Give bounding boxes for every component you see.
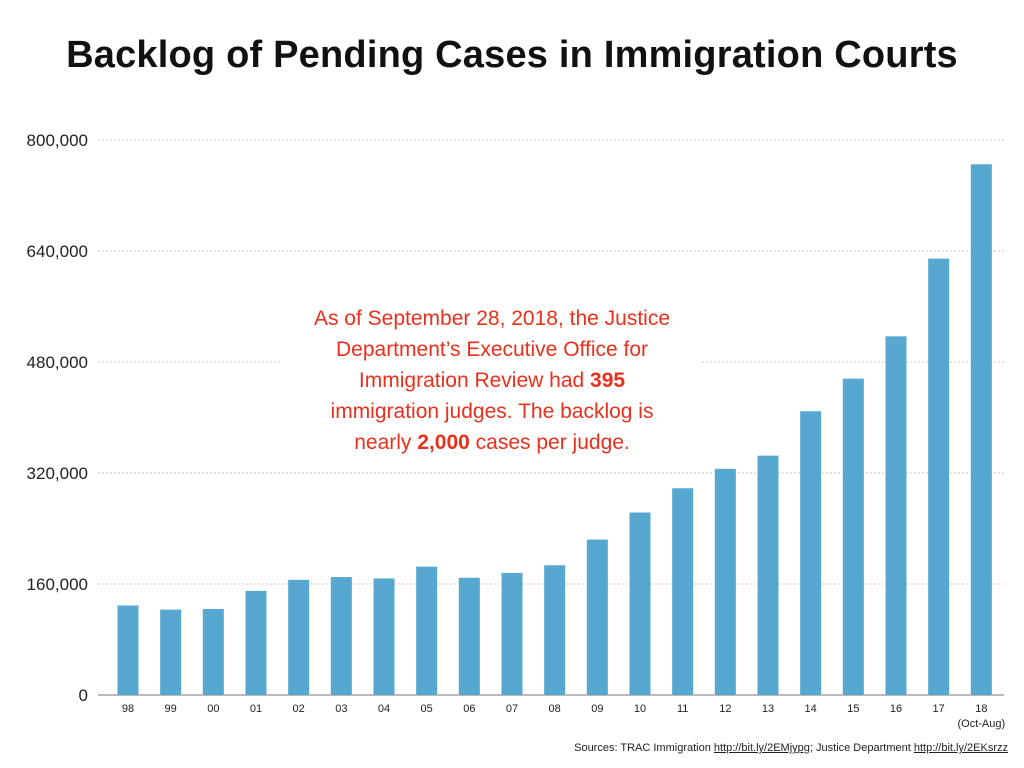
sources-footnote: Sources: TRAC Immigration http://bit.ly/… — [574, 742, 1008, 754]
annotation-judges-count: 395 — [590, 369, 626, 392]
bar-13 — [757, 455, 779, 695]
y-tick-label: 640,000 — [27, 242, 88, 261]
x-tick-label: 13 — [762, 703, 774, 715]
annotation-text: nearly — [354, 431, 418, 454]
y-tick-label: 480,000 — [27, 353, 88, 372]
source-link-trac[interactable]: http://bit.ly/2EMjypg — [713, 742, 810, 754]
bar-09 — [586, 539, 608, 695]
annotation-line: nearly 2,000 cases per judge. — [282, 427, 702, 458]
x-tick-sublabel: (Oct-Aug) — [957, 718, 1005, 730]
x-tick-label: 08 — [549, 703, 561, 715]
x-tick-label: 10 — [634, 703, 646, 715]
annotation-text: Immigration Review had — [358, 369, 591, 392]
annotation-line: Immigration Review had 395 — [282, 365, 702, 396]
bar-11 — [672, 488, 694, 695]
bar-08 — [544, 565, 566, 695]
source-link-justice[interactable]: http://bit.ly/2EKsrzz — [913, 742, 1008, 754]
x-tick-label: 11 — [677, 703, 688, 715]
y-axis-ticks: 0 160,000 320,000 480,000 640,000 800,000 — [27, 131, 88, 705]
bar-18 — [970, 164, 992, 695]
x-tick-label: 03 — [335, 703, 347, 715]
bar-12 — [714, 468, 736, 695]
x-tick-label: 12 — [719, 703, 731, 715]
sources-prefix: Sources: TRAC Immigration — [574, 742, 714, 754]
bar-10 — [629, 512, 651, 695]
bar-17 — [928, 258, 950, 695]
chart-title: Backlog of Pending Cases in Immigration … — [66, 34, 958, 76]
x-tick-label: 00 — [207, 703, 219, 715]
bar-05 — [416, 566, 438, 695]
x-tick-label: 14 — [805, 703, 817, 715]
x-tick-label: 04 — [378, 703, 390, 715]
x-tick-label: 02 — [293, 703, 305, 715]
bar-98 — [117, 605, 139, 695]
bar-07 — [501, 572, 523, 695]
bar-15 — [842, 378, 864, 695]
annotation-line: As of September 28, 2018, the Justice — [313, 307, 671, 330]
y-tick-label: 320,000 — [27, 464, 88, 483]
y-tick-label: 0 — [79, 686, 88, 705]
bar-99 — [160, 609, 182, 695]
x-tick-label: 98 — [122, 703, 134, 715]
bar-02 — [288, 579, 310, 695]
x-tick-label: 18 — [975, 703, 987, 715]
x-tick-label: 01 — [250, 703, 262, 715]
annotation-text: cases per judge. — [469, 431, 630, 454]
bar-16 — [885, 336, 907, 695]
bar-06 — [458, 577, 480, 695]
x-tick-label: 06 — [463, 703, 475, 715]
annotation-callout: As of September 28, 2018, the Justice De… — [282, 303, 702, 458]
x-tick-label: 99 — [165, 703, 177, 715]
bars — [117, 164, 992, 695]
annotation-line: Department’s Executive Office for — [335, 338, 649, 361]
y-tick-label: 160,000 — [27, 575, 88, 594]
bar-14 — [800, 411, 822, 695]
x-tick-label: 05 — [421, 703, 433, 715]
x-tick-label: 15 — [847, 703, 859, 715]
bar-00 — [202, 608, 224, 695]
x-axis-ticks: 98 99 00 01 02 03 04 05 06 07 08 09 10 11 12 13 14 15 16 17… — [122, 703, 1005, 730]
x-tick-label: 16 — [890, 703, 902, 715]
bar-04 — [373, 578, 395, 695]
sources-middle: ; Justice Department — [809, 742, 914, 754]
x-tick-label: 17 — [933, 703, 945, 715]
bar-01 — [245, 590, 267, 695]
annotation-cases-per-judge: 2,000 — [417, 431, 470, 454]
y-tick-label: 800,000 — [27, 131, 88, 150]
x-tick-label: 09 — [591, 703, 603, 715]
annotation-line: immigration judges. The backlog is — [330, 400, 654, 423]
x-tick-label: 07 — [506, 703, 518, 715]
bar-03 — [330, 577, 352, 695]
